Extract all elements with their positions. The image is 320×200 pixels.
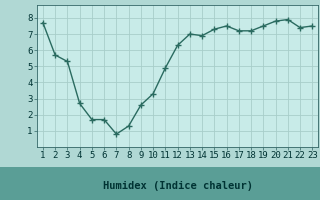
Text: Humidex (Indice chaleur): Humidex (Indice chaleur): [103, 181, 252, 191]
